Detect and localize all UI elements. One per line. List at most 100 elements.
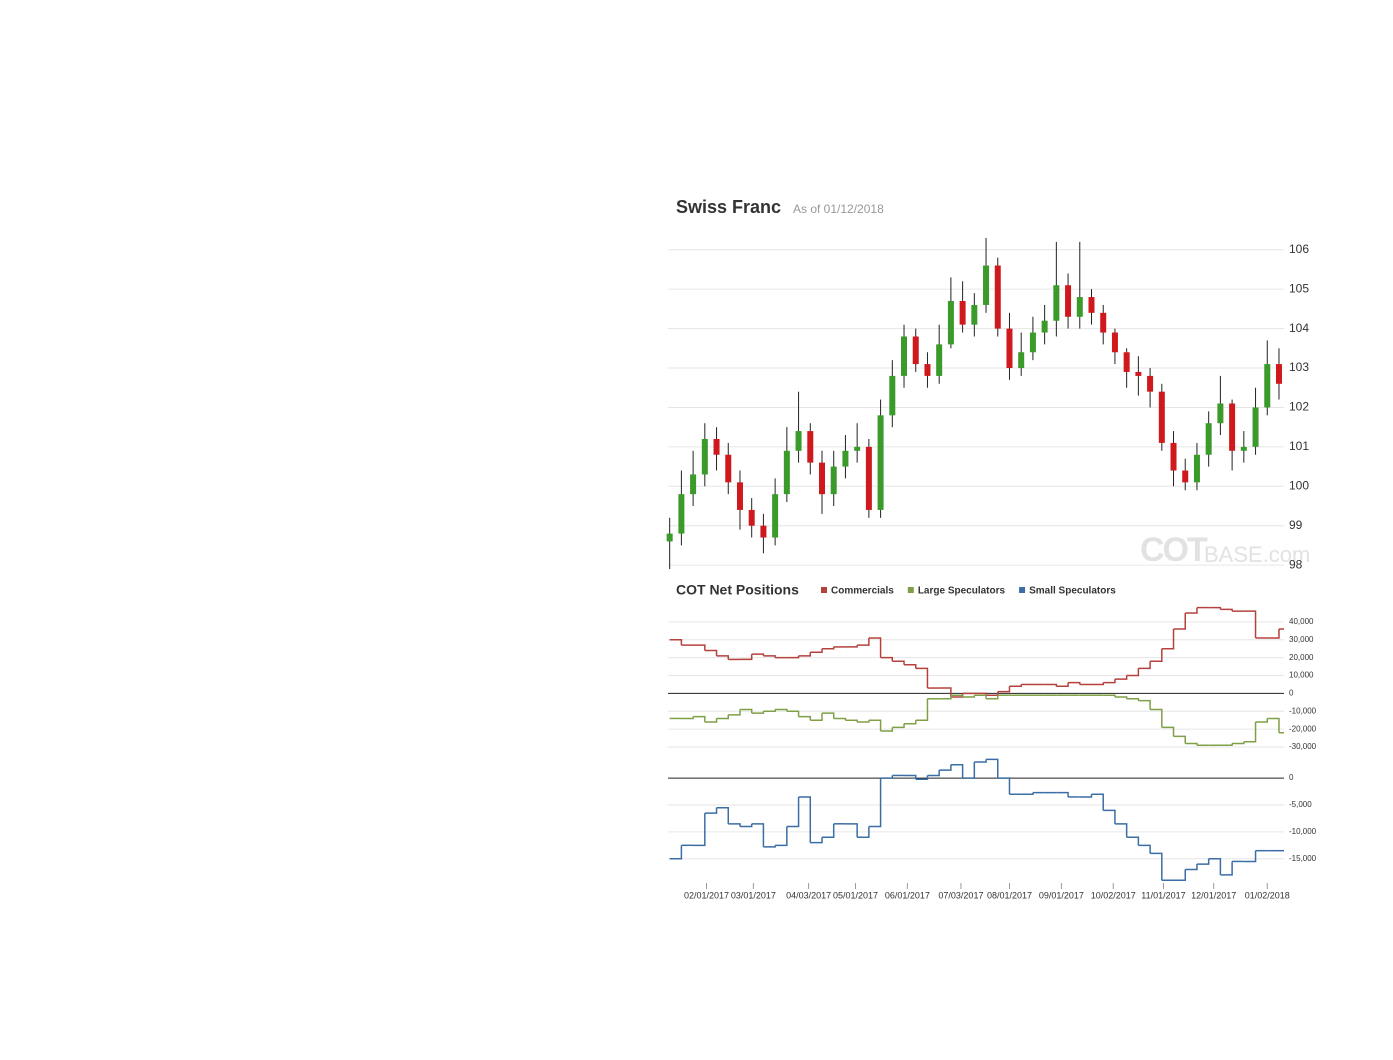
step-segment (810, 713, 823, 721)
step-segment (669, 845, 683, 860)
step-segment (1255, 718, 1269, 723)
candle-body (1100, 312, 1107, 333)
step-segment (693, 813, 706, 847)
step-segment (786, 655, 800, 659)
step-segment (962, 762, 976, 779)
step-segment (915, 667, 929, 689)
step-segment (1126, 836, 1140, 846)
step-segment (1091, 682, 1104, 686)
step-segment (1173, 735, 1186, 744)
step-segment (915, 775, 929, 780)
step-segment (1114, 823, 1128, 838)
step-segment (1243, 722, 1257, 743)
legend-marker (1019, 587, 1026, 593)
candle-body (807, 431, 814, 463)
x-tick-label: 12/01/2017 (1191, 890, 1236, 900)
step-segment (751, 653, 765, 656)
watermark: COT (1140, 531, 1208, 569)
step-segment (716, 655, 730, 660)
step-segment (728, 823, 741, 827)
candle-body (924, 364, 931, 376)
step-segment (728, 709, 741, 716)
step-segment (751, 823, 765, 847)
step-segment (833, 717, 847, 721)
candle-body (971, 304, 978, 325)
step-segment (1161, 629, 1175, 650)
step-segment (868, 778, 882, 828)
candle-body (877, 415, 884, 510)
step-segment (798, 652, 812, 657)
step-segment (1220, 861, 1233, 876)
step-segment (939, 687, 952, 697)
chart-title: Swiss Franc (676, 197, 781, 217)
step-segment (1267, 717, 1280, 733)
step-segment (986, 695, 999, 700)
y-tick-label: 106 (1289, 242, 1309, 256)
step-segment (868, 637, 882, 658)
step-segment (868, 719, 882, 731)
chart-subtitle: As of 01/12/2018 (793, 202, 884, 216)
y-tick-label: 104 (1289, 321, 1309, 335)
candle-body (865, 446, 872, 510)
y-tick-label: 0 (1289, 689, 1294, 698)
step-segment (1208, 606, 1222, 610)
step-segment (997, 777, 1011, 795)
step-segment (1126, 698, 1140, 701)
candle-body (1170, 442, 1177, 471)
chart-title: COT Net Positions (676, 582, 799, 598)
candle-body (713, 438, 720, 455)
candle-body (772, 494, 779, 538)
candle-body (1018, 352, 1025, 369)
x-tick-label: 06/01/2017 (885, 890, 930, 900)
step-segment (1091, 793, 1104, 811)
step-segment (798, 796, 812, 843)
x-tick-label: 03/01/2017 (731, 890, 776, 900)
candle-body (1123, 352, 1130, 372)
step-segment (669, 639, 683, 646)
candle-body (748, 509, 755, 526)
y-tick-label: 10,000 (1289, 671, 1314, 680)
step-segment (739, 708, 753, 714)
step-segment (1196, 858, 1210, 865)
step-segment (798, 715, 812, 721)
y-tick-label: -5,000 (1289, 800, 1312, 809)
step-segment (939, 764, 952, 771)
step-segment (822, 712, 835, 719)
candle-body (1275, 364, 1282, 384)
legend-marker (821, 587, 827, 593)
y-tick-label: -30,000 (1289, 742, 1317, 751)
candle-body (1205, 423, 1212, 455)
candle-body (1065, 285, 1072, 317)
y-tick-label: 99 (1289, 518, 1303, 532)
step-segment (1044, 683, 1058, 687)
candle-body (678, 494, 685, 534)
x-tick-label: 01/02/2018 (1245, 890, 1290, 900)
step-segment (845, 719, 858, 723)
step-segment (704, 718, 718, 723)
step-segment (845, 823, 858, 838)
y-tick-label: 100 (1289, 478, 1309, 492)
y-tick-label: 103 (1289, 360, 1309, 374)
candle-body (1053, 285, 1060, 321)
step-segment (1114, 675, 1128, 680)
step-segment (904, 664, 917, 669)
candle-body (1147, 375, 1154, 392)
step-segment (763, 845, 776, 848)
step-segment (939, 695, 952, 700)
step-segment (904, 774, 917, 780)
step-segment (786, 796, 800, 828)
x-tick-label: 02/01/2017 (684, 890, 729, 900)
step-segment (845, 645, 858, 648)
step-segment (763, 709, 776, 713)
step-segment (810, 648, 823, 654)
x-tick-label: 05/01/2017 (833, 890, 878, 900)
step-segment (880, 656, 894, 662)
candle-body (936, 344, 943, 376)
candle-body (666, 533, 673, 542)
y-tick-label: -15,000 (1289, 854, 1317, 863)
x-tick-label: 09/01/2017 (1039, 890, 1084, 900)
watermark: BASE.com (1204, 542, 1310, 567)
step-segment (1185, 864, 1198, 871)
step-segment (822, 646, 835, 650)
y-tick-label: 0 (1289, 773, 1294, 782)
